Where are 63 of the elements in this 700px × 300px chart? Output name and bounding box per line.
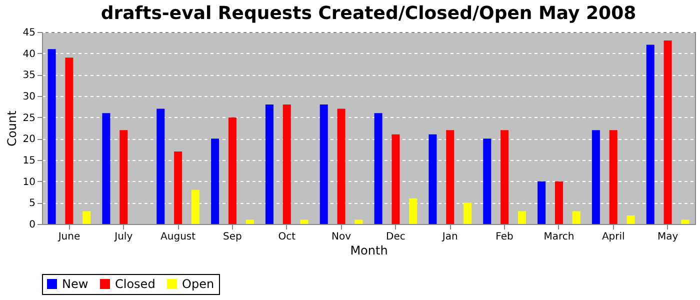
bar	[320, 104, 328, 224]
y-tick-label: 40	[22, 48, 36, 60]
bar	[446, 130, 454, 224]
x-tick-label: March	[544, 232, 574, 242]
bar	[483, 138, 492, 224]
y-tick-label: 35	[22, 70, 36, 82]
x-tick-label: April	[602, 232, 625, 242]
bar	[646, 44, 654, 224]
y-tick-label: 5	[29, 198, 36, 210]
bar	[609, 130, 618, 224]
bar	[211, 138, 220, 224]
bar	[354, 220, 363, 224]
y-tick-label: 0	[29, 220, 36, 230]
bar	[518, 211, 526, 224]
bar	[500, 130, 509, 224]
bar	[464, 202, 472, 224]
bar	[538, 181, 546, 224]
bar	[554, 181, 563, 224]
x-tick-label: Feb	[496, 232, 514, 242]
bar	[374, 113, 382, 224]
bar	[428, 134, 437, 224]
bar	[228, 117, 236, 224]
bar	[392, 134, 400, 224]
y-tick-label: 10	[22, 176, 36, 188]
bar	[592, 130, 600, 224]
x-tick-label: Sep	[223, 232, 242, 242]
y-axis-title: Count	[4, 110, 19, 146]
legend-label: New	[62, 277, 88, 291]
bar	[174, 151, 182, 224]
bar	[265, 104, 274, 224]
bar	[246, 220, 254, 224]
bar	[409, 198, 418, 224]
x-tick-label: Oct	[278, 232, 296, 242]
bar	[82, 211, 91, 224]
x-tick-label: May	[657, 232, 678, 242]
x-tick-label: Jan	[441, 232, 458, 242]
y-tick-label: 20	[22, 134, 36, 146]
bar	[48, 49, 56, 224]
x-tick-label: August	[160, 232, 196, 242]
bar	[65, 58, 74, 224]
y-tick-label: 45	[22, 28, 36, 38]
y-tick-label: 15	[22, 156, 36, 166]
bar	[102, 113, 110, 224]
bar	[191, 190, 200, 224]
chart-title: drafts-eval Requests Created/Closed/Open May 2008	[100, 3, 636, 24]
bar	[572, 211, 580, 224]
bar	[626, 215, 635, 224]
bar	[337, 108, 346, 224]
y-tick-label: 25	[22, 112, 36, 124]
bar	[156, 108, 165, 224]
y-tick-label: 30	[22, 92, 36, 102]
bar	[120, 130, 128, 224]
bar	[282, 104, 291, 224]
legend-label: Open	[182, 277, 214, 291]
x-tick-label: Nov	[332, 232, 352, 242]
bar	[300, 220, 308, 224]
x-axis-title: Month	[350, 244, 388, 258]
bar	[664, 40, 672, 224]
x-tick-label: June	[57, 232, 80, 242]
bar	[681, 220, 690, 224]
legend-label: Closed	[115, 277, 156, 291]
x-tick-label: Dec	[386, 232, 406, 242]
x-tick-label: July	[114, 232, 133, 242]
